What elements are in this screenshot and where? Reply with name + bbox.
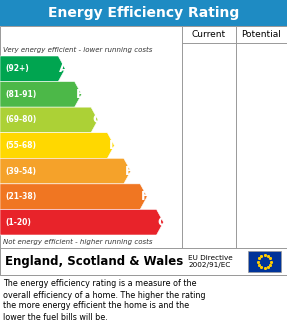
Text: G: G: [158, 216, 168, 229]
Bar: [0, 0, 287, 26]
Text: EU Directive
2002/91/EC: EU Directive 2002/91/EC: [188, 255, 233, 268]
Text: Very energy efficient - lower running costs: Very energy efficient - lower running co…: [3, 46, 152, 52]
Text: A: A: [59, 62, 69, 75]
Bar: [236, 26, 287, 43]
Text: (21-38): (21-38): [5, 192, 36, 201]
Text: Energy Efficiency Rating: Energy Efficiency Rating: [48, 6, 239, 20]
Polygon shape: [0, 209, 164, 235]
Text: lower the fuel bills will be.: lower the fuel bills will be.: [3, 313, 108, 320]
Bar: [0, 26, 287, 275]
Text: B: B: [75, 88, 85, 101]
Text: (1-20): (1-20): [5, 218, 31, 227]
Text: Current: Current: [192, 30, 226, 39]
Polygon shape: [0, 56, 65, 82]
Bar: [0, 248, 287, 275]
Text: Potential: Potential: [242, 30, 282, 39]
Text: England, Scotland & Wales: England, Scotland & Wales: [5, 255, 183, 268]
Text: (39-54): (39-54): [5, 167, 36, 176]
Polygon shape: [0, 82, 82, 107]
Text: the more energy efficient the home is and the: the more energy efficient the home is an…: [3, 301, 189, 310]
Text: C: C: [92, 113, 101, 126]
Text: (81-91): (81-91): [5, 90, 36, 99]
Text: The energy efficiency rating is a measure of the: The energy efficiency rating is a measur…: [3, 279, 197, 289]
Text: D: D: [108, 139, 119, 152]
Bar: [182, 26, 236, 43]
Text: Not energy efficient - higher running costs: Not energy efficient - higher running co…: [3, 238, 152, 244]
Bar: [248, 251, 281, 272]
Text: (69-80): (69-80): [5, 116, 36, 124]
Text: (55-68): (55-68): [5, 141, 36, 150]
Polygon shape: [0, 184, 147, 209]
Text: overall efficiency of a home. The higher the rating: overall efficiency of a home. The higher…: [3, 291, 205, 300]
Polygon shape: [0, 158, 131, 184]
Text: E: E: [125, 164, 133, 178]
Text: (92+): (92+): [5, 64, 29, 73]
Polygon shape: [0, 133, 115, 158]
Text: F: F: [141, 190, 150, 203]
Polygon shape: [0, 107, 98, 133]
